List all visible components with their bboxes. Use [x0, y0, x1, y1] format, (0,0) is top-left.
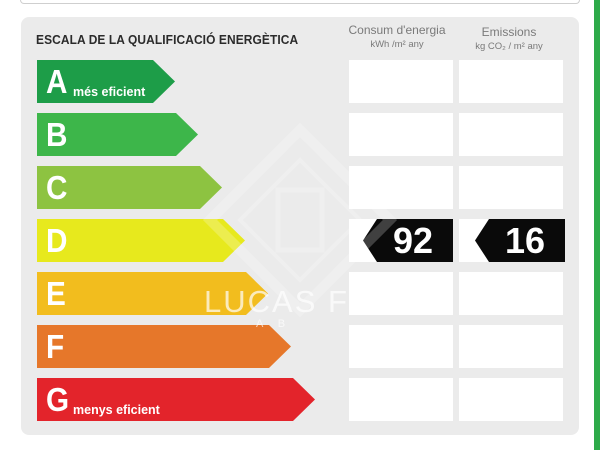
rating-letter: D — [46, 222, 68, 259]
watermark-brand: LUCAS FOX — [204, 284, 398, 319]
rating-arrow-e: E — [37, 272, 268, 315]
emissions-cell — [459, 325, 563, 368]
rating-row-d: D 92 16 — [0, 219, 600, 262]
emissions-cell — [459, 166, 563, 209]
rating-row-a: A més eficient — [0, 60, 600, 103]
rating-row-g: G menys eficient — [0, 378, 600, 421]
rating-letter: F — [46, 328, 65, 365]
emissions-cell — [459, 60, 563, 103]
consum-value-tag: 92 — [363, 219, 453, 262]
rating-letter: E — [46, 275, 66, 312]
emissions-cell — [459, 378, 563, 421]
consum-cell — [349, 166, 453, 209]
rating-arrow-f: F — [37, 325, 291, 368]
emissions-cell: 16 — [459, 219, 565, 262]
consum-cell: 92 — [349, 219, 453, 262]
rating-row-b: B — [0, 113, 600, 156]
top-divider — [20, 0, 580, 4]
consum-cell — [349, 113, 453, 156]
rating-arrow-b: B — [37, 113, 198, 156]
emissions-cell — [459, 113, 563, 156]
emissions-header-unit: kg CO₂ / m² any — [475, 41, 543, 52]
column-header-emissions: Emissions kg CO₂ / m² any — [458, 24, 560, 54]
emissions-cell — [459, 272, 563, 315]
consum-cell — [349, 325, 453, 368]
rating-letter: A — [46, 63, 68, 100]
column-header-consum: Consum d'energia kWh /m² any — [346, 22, 448, 52]
rating-row-f: F — [0, 325, 600, 368]
rating-arrow-c: C — [37, 166, 222, 209]
consum-cell — [349, 272, 453, 315]
consum-cell — [349, 60, 453, 103]
rating-letter: C — [46, 169, 68, 206]
rating-arrow-d: D — [37, 219, 245, 262]
rating-row-c: C — [0, 166, 600, 209]
rating-row-e: E — [0, 272, 600, 315]
rating-letter: B — [46, 116, 68, 153]
consum-header-label: Consum d'energia — [348, 23, 446, 37]
panel-title: ESCALA DE LA QUALIFICACIÓ ENERGÈTICA — [36, 32, 299, 47]
consum-cell — [349, 378, 453, 421]
rating-sublabel: menys eficient — [73, 403, 160, 417]
emissions-value-tag: 16 — [475, 219, 565, 262]
rating-letter: G — [46, 381, 70, 418]
rating-sublabel: més eficient — [73, 85, 146, 99]
watermark-sub: A B — [256, 318, 292, 330]
emissions-header-label: Emissions — [481, 25, 537, 39]
consum-header-unit: kWh /m² any — [370, 39, 424, 50]
rating-arrow-g: G menys eficient — [37, 378, 315, 421]
rating-arrow-a: A més eficient — [37, 60, 175, 103]
